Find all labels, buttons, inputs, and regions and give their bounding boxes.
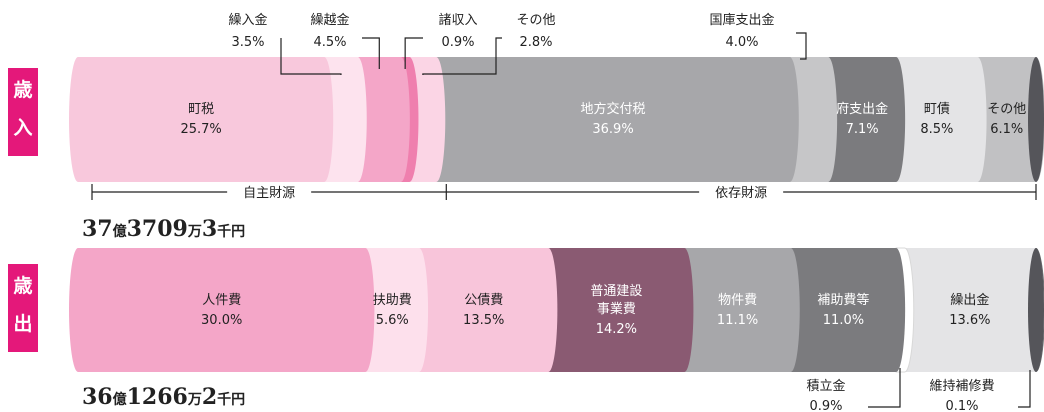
outside-label: 国庫支出金 xyxy=(709,12,774,28)
segment-label: 地方交付税 xyxy=(581,101,646,117)
leader-line xyxy=(422,37,502,75)
segment-label: 町税 xyxy=(188,102,214,117)
total-part: 36 xyxy=(82,384,113,410)
segment-label: 人件費 xyxy=(202,293,241,308)
segment-府支出金 xyxy=(828,57,906,182)
segment-町債 xyxy=(896,57,987,182)
total-part: 3709 xyxy=(127,216,188,242)
side-tag-char: 歳 xyxy=(13,79,32,101)
total-amount: 37億3709万3千円 xyxy=(82,216,245,242)
segment-value: 13.6% xyxy=(949,313,990,328)
segment-その他 xyxy=(409,57,446,182)
leader-line xyxy=(404,37,423,69)
outside-value: 4.0% xyxy=(725,35,758,50)
segment-label: 町債 xyxy=(924,102,950,117)
total-part: 億 xyxy=(113,391,127,408)
leader-line xyxy=(868,368,901,408)
segment-label: 事業費 xyxy=(597,301,636,317)
bracket-label: 自主財源 xyxy=(243,186,295,201)
segment-繰出金 xyxy=(904,248,1044,372)
total-part: 3 xyxy=(202,216,217,242)
segment-繰入金 xyxy=(324,57,367,182)
segment-物件費 xyxy=(684,248,800,372)
total-part: 億 xyxy=(113,223,127,240)
outside-value: 3.5% xyxy=(231,35,264,50)
segment-普通建設事業費 xyxy=(548,248,694,372)
segment-value: 5.6% xyxy=(376,313,409,328)
segment-value: 25.7% xyxy=(180,122,221,137)
total-part: 2 xyxy=(202,384,217,410)
segment-value: 30.0% xyxy=(201,313,242,328)
segment-町税 xyxy=(78,57,334,182)
total-part: 千円 xyxy=(217,223,245,240)
leader-line xyxy=(362,37,380,69)
total-part: 37 xyxy=(82,216,113,242)
cylinder-left-end xyxy=(69,248,87,372)
side-tag-char: 入 xyxy=(13,117,32,139)
outside-value: 4.5% xyxy=(313,35,346,50)
leader-line xyxy=(280,38,342,75)
total-part: 千円 xyxy=(217,391,245,408)
side-tag xyxy=(8,68,38,156)
outside-value: 0.9% xyxy=(441,35,474,50)
segment-人件費 xyxy=(78,248,375,372)
total-part: 1266 xyxy=(127,384,188,410)
segment-value: 13.5% xyxy=(463,313,504,328)
segment-label: 府支出金 xyxy=(836,101,888,117)
bracket-label-bg xyxy=(699,182,784,202)
segment-value: 36.9% xyxy=(592,122,633,137)
segment-value: 11.0% xyxy=(823,313,864,328)
segment-label: 補助費等 xyxy=(817,292,869,308)
outside-value: 0.9% xyxy=(809,399,842,412)
total-amount: 36億1266万2千円 xyxy=(82,384,245,410)
outside-label: 積立金 xyxy=(806,378,845,394)
segment-value: 11.1% xyxy=(717,313,758,328)
segment-繰越金 xyxy=(357,57,410,182)
outside-label: 繰越金 xyxy=(310,12,349,28)
outside-value: 2.8% xyxy=(519,35,552,50)
segment-国庫支出金 xyxy=(789,57,838,182)
total-part: 万 xyxy=(187,224,202,240)
side-tag xyxy=(8,264,38,352)
bracket-label: 依存財源 xyxy=(715,186,767,201)
segment-label: 物件費 xyxy=(718,293,757,308)
outside-label: 諸収入 xyxy=(438,12,477,28)
leader-line xyxy=(796,32,807,60)
segment-value: 14.2% xyxy=(596,322,637,337)
bracket-label-bg xyxy=(227,182,312,202)
segment-扶助費 xyxy=(365,248,429,372)
cylinder-right-end xyxy=(1028,248,1044,372)
segment-value: 7.1% xyxy=(846,122,879,137)
outside-label: 繰入金 xyxy=(228,12,267,28)
side-tag-char: 出 xyxy=(13,312,32,335)
segment-label: 繰出金 xyxy=(950,292,989,308)
outside-label: 維持補修費 xyxy=(929,379,994,394)
segment-label: 扶助費 xyxy=(373,293,412,308)
bar-1: 歳入 町税 25.7% 地方交付税 36.9% 府支出金 7.1% 町債 8.5% その他 6.1%… xyxy=(8,12,1044,242)
segment-value: 8.5% xyxy=(920,122,953,137)
segment-label: 普通建設 xyxy=(590,283,642,299)
side-tag-char: 歳 xyxy=(13,275,32,297)
segment-地方交付税 xyxy=(436,57,799,182)
segment-value: 6.1% xyxy=(990,122,1023,137)
cylinder-left-end xyxy=(69,57,87,182)
outside-value: 0.1% xyxy=(945,399,978,412)
segment-補助費等 xyxy=(790,248,906,372)
segment-公債費 xyxy=(419,248,558,372)
total-part: 万 xyxy=(187,392,202,408)
segment-label: その他 xyxy=(987,102,1026,117)
segment-label: 公債費 xyxy=(464,293,503,308)
leader-line xyxy=(1018,370,1031,408)
outside-label: その他 xyxy=(516,13,555,28)
segment-その他 xyxy=(977,57,1044,182)
cylinder-right-end xyxy=(1028,57,1044,182)
